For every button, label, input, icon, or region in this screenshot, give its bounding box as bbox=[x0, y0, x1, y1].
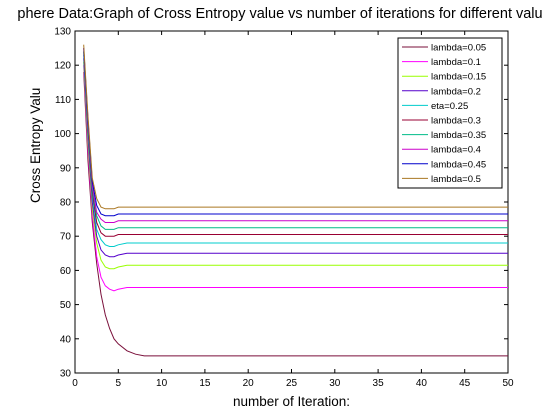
series-line bbox=[83, 71, 508, 357]
x-tick-label: 40 bbox=[416, 378, 428, 389]
series-line bbox=[83, 65, 508, 292]
x-tick-label: 10 bbox=[156, 378, 168, 389]
y-tick-label: 80 bbox=[60, 198, 72, 209]
y-axis-label: Cross Entropy Valu bbox=[28, 87, 43, 203]
x-tick-label: 0 bbox=[72, 378, 78, 389]
series-line bbox=[83, 48, 508, 217]
legend-label: lambda=0.4 bbox=[431, 145, 481, 156]
legend-label: lambda=0.5 bbox=[431, 174, 481, 185]
series-line bbox=[83, 58, 508, 258]
y-tick-label: 50 bbox=[60, 300, 72, 311]
y-tick-label: 100 bbox=[54, 129, 71, 140]
x-tick-label: 5 bbox=[116, 378, 122, 389]
legend-label: lambda=0.35 bbox=[431, 130, 486, 141]
x-tick-label: 50 bbox=[502, 378, 514, 389]
series-line bbox=[83, 48, 508, 223]
x-tick-label: 30 bbox=[329, 378, 341, 389]
series-line bbox=[83, 51, 508, 230]
y-tick-label: 30 bbox=[60, 369, 72, 380]
x-tick-label: 20 bbox=[243, 378, 255, 389]
y-tick-label: 110 bbox=[55, 95, 71, 106]
y-tick-label: 60 bbox=[60, 266, 72, 277]
chart-title: phere Data:Graph of Cross Entropy value … bbox=[17, 6, 543, 22]
y-tick-label: 40 bbox=[60, 334, 72, 345]
legend-box bbox=[397, 37, 503, 189]
legend-label: eta=0.25 bbox=[431, 101, 468, 112]
legend-label: lambda=0.2 bbox=[431, 86, 481, 97]
y-tick-label: 70 bbox=[60, 232, 72, 243]
x-tick-label: 15 bbox=[199, 378, 211, 389]
series-line bbox=[83, 51, 508, 237]
x-tick-label: 35 bbox=[373, 378, 385, 389]
x-axis-label: number of Iteration: bbox=[232, 394, 351, 409]
series-line bbox=[83, 44, 508, 210]
y-tick-label: 130 bbox=[54, 27, 71, 38]
series-line bbox=[83, 61, 508, 270]
series-line bbox=[83, 54, 508, 247]
x-tick-label: 25 bbox=[286, 378, 298, 389]
y-tick-label: 120 bbox=[54, 61, 71, 72]
legend-label: lambda=0.3 bbox=[431, 116, 481, 127]
legend-label: lambda=0.45 bbox=[431, 159, 486, 170]
legend-label: lambda=0.1 bbox=[431, 57, 481, 68]
legend-label: lambda=0.15 bbox=[431, 72, 486, 83]
x-tick-label: 45 bbox=[459, 378, 471, 389]
y-tick-label: 90 bbox=[60, 163, 72, 174]
legend-label: lambda=0.05 bbox=[431, 43, 486, 54]
